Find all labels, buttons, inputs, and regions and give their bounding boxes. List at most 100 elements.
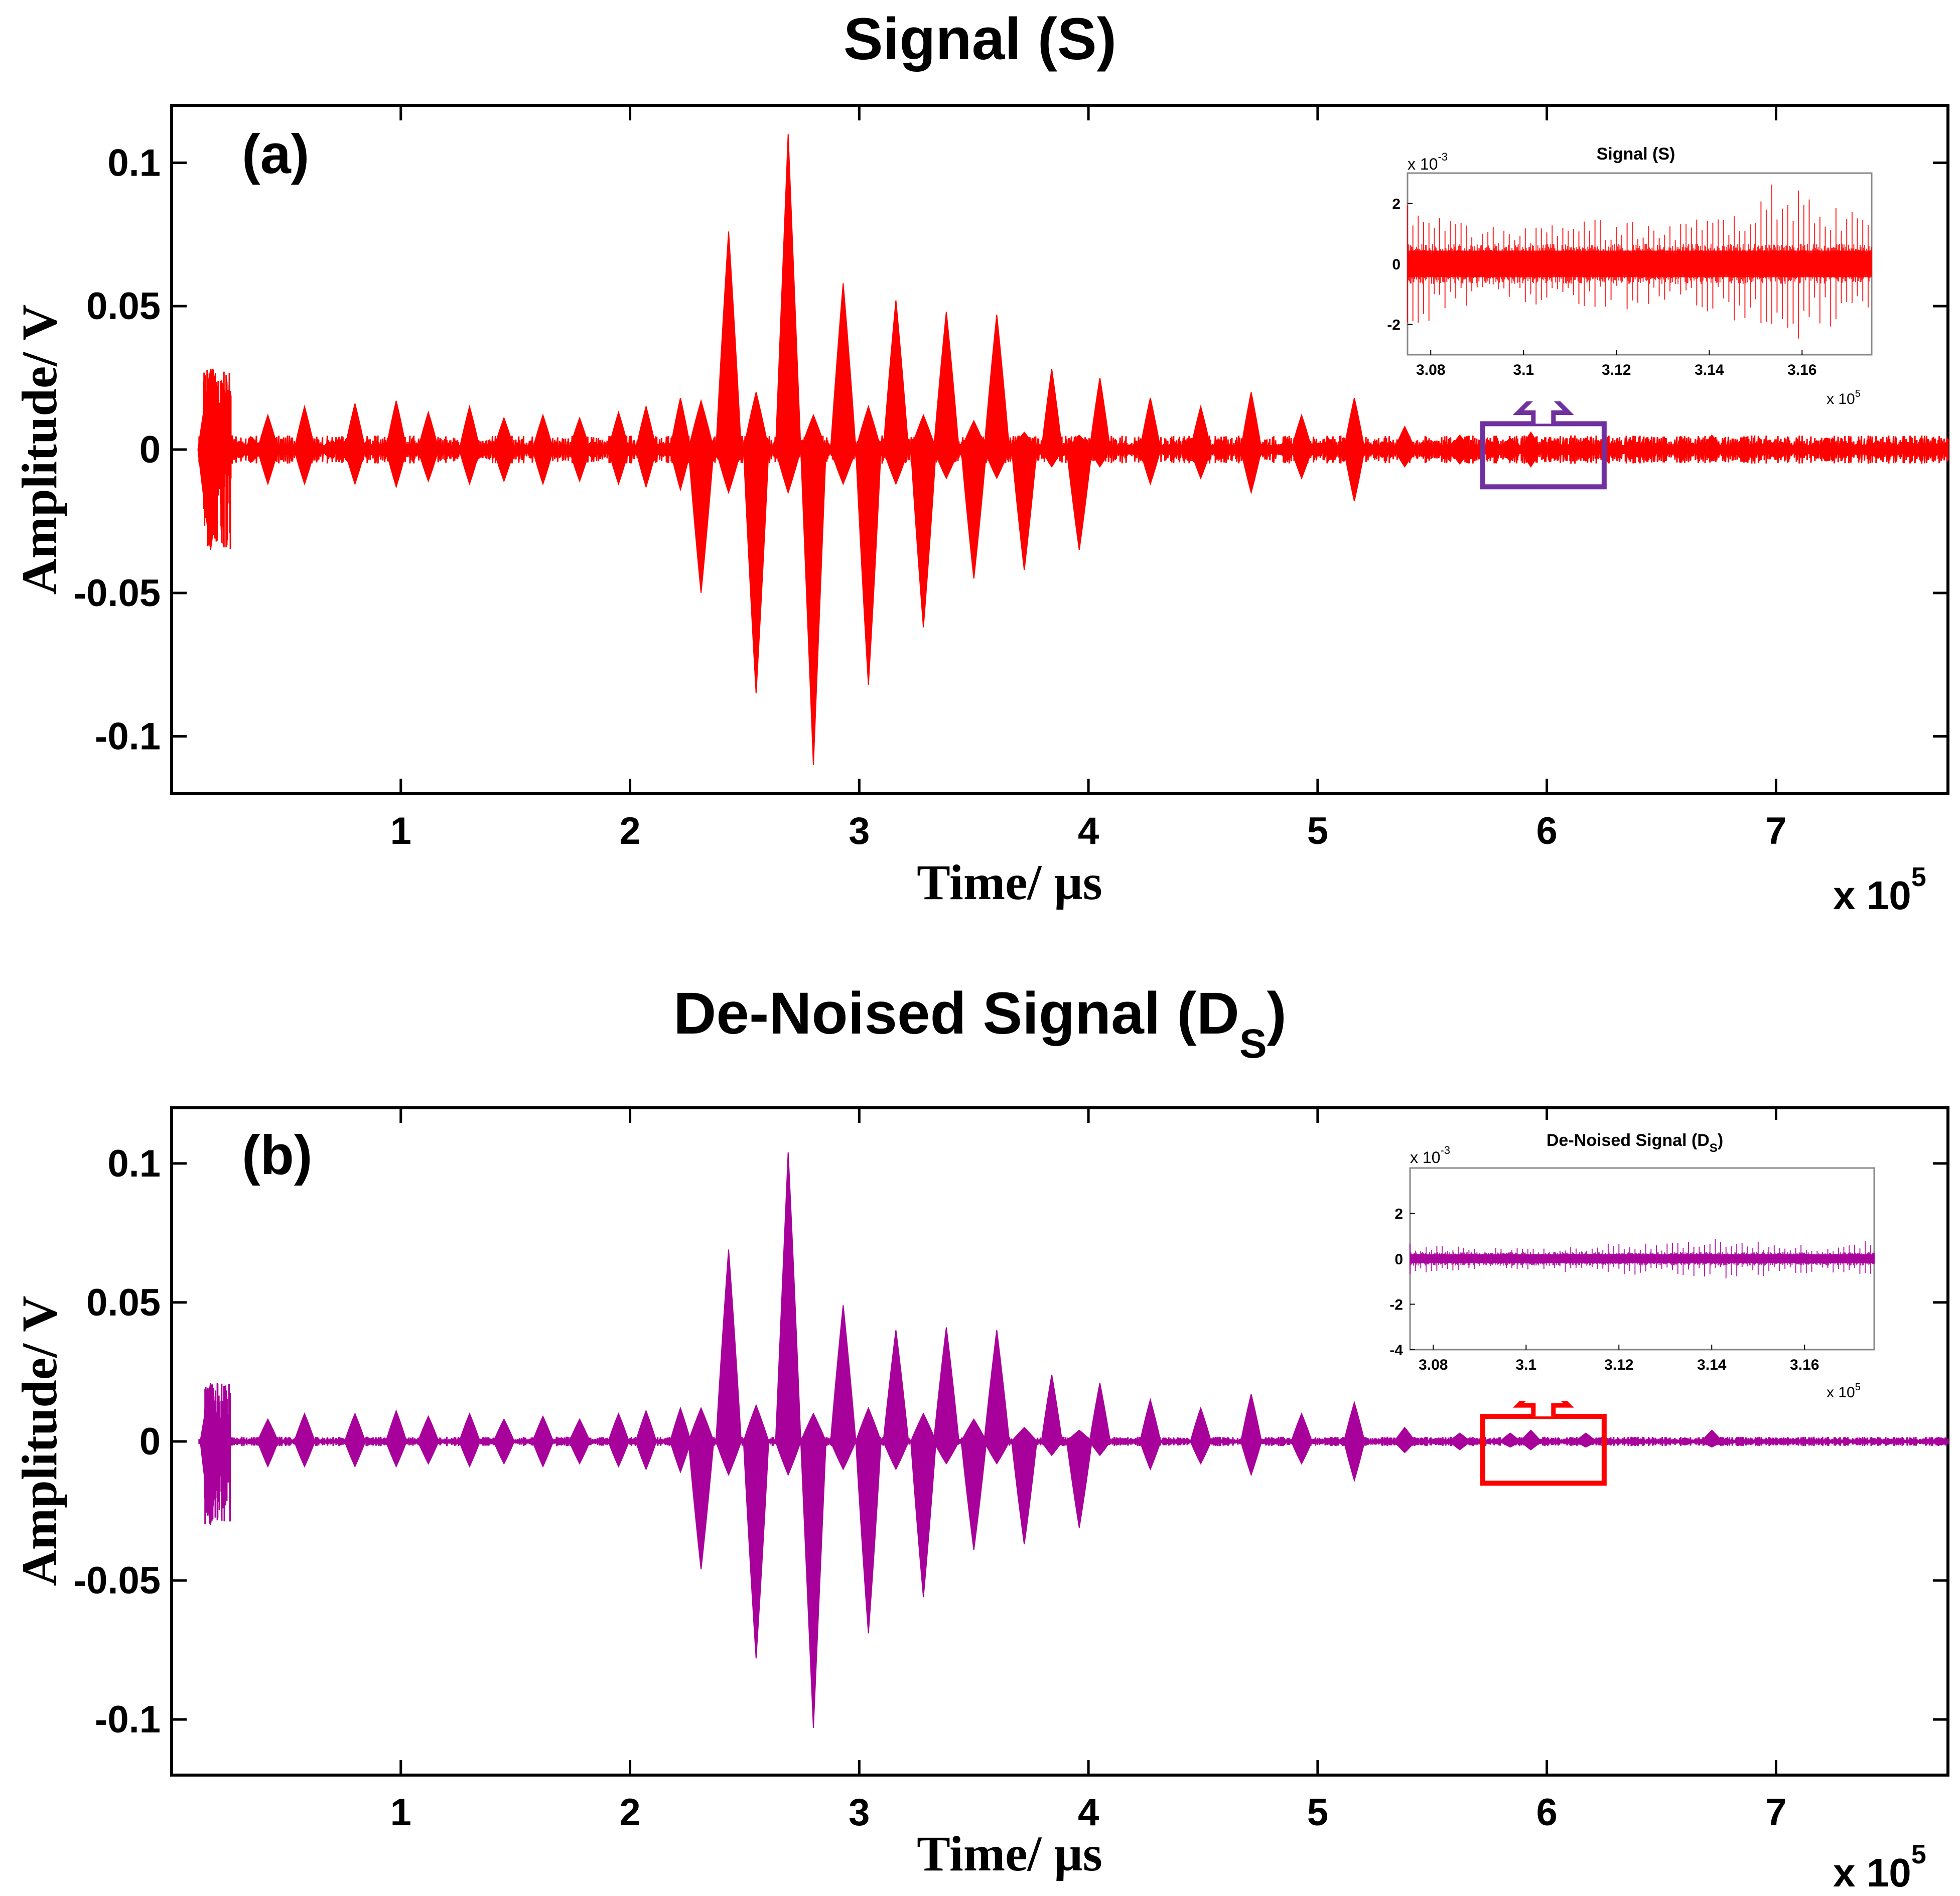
signal-burst (800, 1412, 827, 1728)
panel-a-inset-y-exponent: x 10-3 (1408, 151, 1448, 173)
x-tick-label: 7 (1765, 1791, 1786, 1834)
y-tick-label: -0.05 (74, 1559, 161, 1602)
panel-a-inset-ticks: 3.08 3.1 3.12 3.14 3.16 -2 0 2 (1387, 196, 1816, 378)
signal-burst (569, 1418, 591, 1465)
signal-burst (1448, 1432, 1471, 1450)
inset-y-tick-label: -4 (1389, 1342, 1403, 1359)
inset-x-tick-label: 3.1 (1513, 362, 1534, 378)
signal-burst (984, 1330, 1010, 1465)
inset-x-tick-label: 3.12 (1602, 362, 1631, 378)
x-tick-label: 5 (1307, 1791, 1328, 1834)
inset-x-tick-label: 3.08 (1419, 1357, 1448, 1373)
panel-b-ticks: 1 2 3 4 5 6 7 -0.1 -0.05 0 0.05 0.1 (74, 1108, 1948, 1834)
signal-burst (1393, 425, 1416, 468)
signal-burst (1066, 434, 1092, 550)
signal-burst (855, 404, 882, 685)
signal-burst (743, 1404, 769, 1659)
y-tick-label: 0.05 (86, 1281, 161, 1324)
x-tick-label: 1 (390, 810, 411, 852)
panel-b-inset-x-exponent: x 105 (1827, 1382, 1861, 1401)
panel-b-y-axis-label: Amplitude/ V (12, 1296, 67, 1586)
signal-burst (1701, 434, 1723, 462)
x-tick-label: 6 (1536, 1791, 1558, 1834)
signal-burst (493, 1418, 515, 1465)
panel-a-x-exponent: x 105 (1833, 862, 1926, 918)
y-tick-label: 0.1 (107, 141, 161, 184)
signal-burst (385, 400, 407, 489)
y-tick-label: 0 (139, 1420, 161, 1463)
signal-burst (910, 1412, 937, 1597)
signal-burst (635, 404, 657, 489)
signal-burst (1575, 437, 1597, 462)
signal-burst (417, 1415, 440, 1465)
inset-y-tick-label: 0 (1394, 1251, 1403, 1268)
initial-spikes (204, 1383, 231, 1525)
panel-b-x-exponent: x 105 (1833, 1839, 1926, 1895)
signal-burst (1240, 392, 1263, 495)
panel-a-x-exponent-base: x 10 (1833, 873, 1911, 918)
signal-burst (1519, 1429, 1542, 1450)
signal-burst (1343, 1400, 1365, 1483)
signal-burst (1291, 413, 1313, 480)
signal-burst (715, 231, 742, 495)
y-tick-label: -0.1 (95, 715, 161, 758)
x-tick-label: 1 (390, 1791, 411, 1834)
panel-a-signal-trace (197, 134, 1949, 765)
signal-burst (344, 403, 366, 486)
inset-signal-band (1410, 1254, 1874, 1264)
signal-burst (532, 1415, 554, 1468)
panel-a-inset: Signal (S) x 10-3 3.08 3.1 3.12 3.14 3.16 -2 0… (1370, 125, 1873, 407)
panel-b-inset: De-Noised Signal (DS) x 10-3 3.08 3.1 3.12… (1385, 1120, 1877, 1401)
x-tick-label: 4 (1078, 1791, 1099, 1834)
signal-burst (1011, 1426, 1038, 1545)
signal-burst (910, 413, 937, 628)
signal-burst (459, 404, 481, 486)
signal-burst (715, 1249, 742, 1477)
signal-burst (1519, 431, 1542, 468)
signal-burst (800, 413, 827, 765)
panel-b-label: (b) (242, 1124, 312, 1186)
signal-burst (687, 1406, 715, 1570)
signal-burst (1701, 1429, 1723, 1448)
panel-b-title-sub: S (1239, 1021, 1267, 1067)
signal-burst (1190, 404, 1212, 480)
panel-b-inset-title: De-Noised Signal (DS) (1547, 1131, 1723, 1155)
signal-burst (257, 1418, 279, 1468)
inset-x-tick-label: 3.08 (1416, 362, 1445, 378)
y-tick-label: -0.05 (74, 572, 161, 615)
signal-burst (1041, 1374, 1063, 1456)
signal-burst (933, 312, 960, 480)
panel-b-title-close: ) (1267, 980, 1287, 1047)
signal-burst (1041, 369, 1063, 468)
panel-a-label: (a) (242, 123, 309, 185)
x-tick-label: 3 (849, 1791, 870, 1834)
signal-burst (1393, 1426, 1416, 1453)
signal-burst (984, 315, 1010, 480)
y-tick-label: 0.05 (86, 285, 161, 328)
x-tick-label: 3 (849, 810, 870, 852)
signal-burst (1343, 397, 1365, 502)
y-tick-label: 0.1 (107, 1142, 161, 1185)
signal-burst (1190, 1406, 1212, 1465)
panel-a-y-axis-label: Amplitude/ V (12, 305, 67, 595)
panel-b-inset-y-exponent: x 10-3 (1410, 1144, 1450, 1166)
panel-b-inset-trace (1410, 1239, 1875, 1279)
signal-burst (1089, 1383, 1111, 1456)
inset-x-tick-label: 3.16 (1790, 1357, 1819, 1373)
panel-a-title: Signal (S) (844, 6, 1116, 72)
signal-burst (960, 419, 987, 579)
signal-burst (883, 1330, 909, 1471)
panel-a-zoom-marker (1480, 384, 1607, 490)
inset-y-tick-label: 2 (1392, 196, 1401, 212)
signal-burst (933, 1327, 960, 1465)
signal-burst (743, 392, 769, 693)
inset-y-tick-label: 0 (1392, 256, 1401, 273)
x-tick-label: 2 (619, 1791, 640, 1834)
x-tick-label: 4 (1078, 810, 1099, 852)
panel-b: De-Noised Signal (DS) 1 2 3 4 5 6 7 -0.1 -0.05 0 0… (12, 980, 1949, 1895)
inset-x-tick-label: 3.14 (1695, 362, 1724, 378)
signal-burst (775, 134, 801, 495)
inset-x-tick-label: 3.12 (1604, 1357, 1633, 1373)
inset-y-tick-label: -2 (1389, 1297, 1403, 1314)
